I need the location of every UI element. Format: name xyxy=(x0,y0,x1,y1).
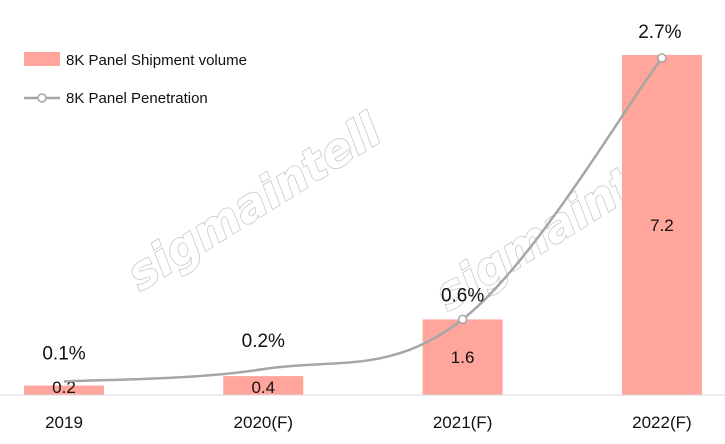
x-axis-tick-labels: 2019 2020(F) 2021(F) 2022(F) xyxy=(45,413,692,432)
bar-2022(F) xyxy=(621,55,702,395)
bar-2019 xyxy=(24,385,104,395)
legend-swatch-marker xyxy=(37,93,47,103)
x-tick-label: 2022(F) xyxy=(632,413,692,432)
line-series xyxy=(63,53,667,383)
bar-value-label: 1.6 xyxy=(451,348,475,367)
penetration-label: 0.2% xyxy=(242,331,285,352)
bar-value-label: 0.2 xyxy=(52,378,76,397)
x-tick-label: 2019 xyxy=(45,413,83,432)
legend: 8K Panel Shipment volume 8K Panel Penetr… xyxy=(24,52,247,107)
watermark-left: sigmaintell xyxy=(117,102,391,301)
penetration-marker xyxy=(457,314,468,325)
penetration-line xyxy=(63,57,663,383)
bar-value-label: 0.4 xyxy=(251,378,275,397)
penetration-label: 0.1% xyxy=(42,344,85,365)
bar-2021(F) xyxy=(422,319,503,395)
bar-value-labels: 0.2 0.4 1.6 7.2 xyxy=(52,216,674,397)
bar-2020(F) xyxy=(223,376,304,395)
penetration-label: 2.7% xyxy=(638,22,681,43)
penetration-marker xyxy=(657,53,667,63)
penetration-labels: 0.1% 0.2% 0.6% 2.7% xyxy=(42,22,681,365)
bar-value-label: 7.2 xyxy=(650,216,674,235)
watermarks: sigmaintell sigmaintell xyxy=(116,101,700,322)
penetration-label: 0.6% xyxy=(441,285,484,306)
x-tick-label: 2021(F) xyxy=(433,413,493,432)
legend-swatch-bar xyxy=(24,52,60,66)
legend-item-penetration: 8K Panel Penetration xyxy=(24,90,208,107)
bar-series xyxy=(24,55,702,395)
legend-label-penetration: 8K Panel Penetration xyxy=(66,90,208,107)
legend-item-shipment: 8K Panel Shipment volume xyxy=(24,52,247,69)
legend-label-shipment: 8K Panel Shipment volume xyxy=(66,52,247,69)
x-tick-label: 2020(F) xyxy=(234,413,294,432)
